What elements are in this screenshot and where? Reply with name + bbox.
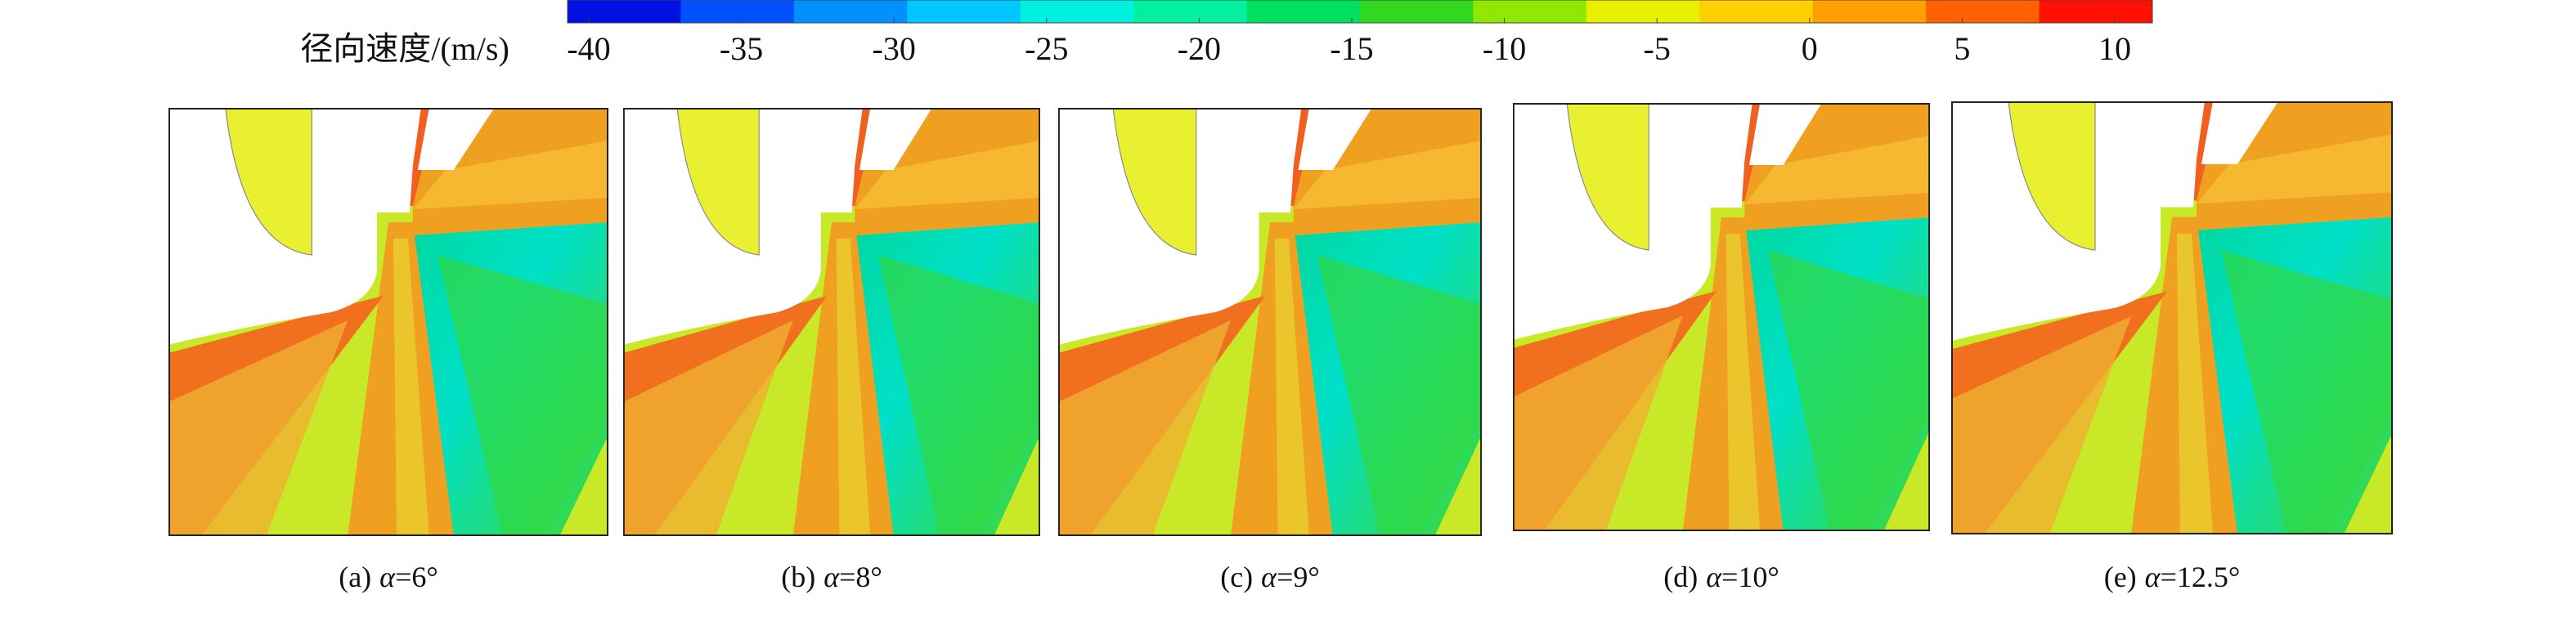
contour-plot bbox=[623, 108, 1040, 536]
colorbar-tick-label: 0 bbox=[1802, 30, 1818, 67]
caption-symbol: α bbox=[2145, 561, 2161, 593]
colorbar-tick-label: -25 bbox=[1025, 30, 1068, 67]
caption-angle: =8° bbox=[839, 561, 882, 593]
colorbar-band bbox=[793, 0, 908, 23]
colorbar-label: 径向速度/(m/s) bbox=[300, 30, 509, 67]
caption-symbol: α bbox=[1261, 561, 1277, 593]
contour-plot bbox=[168, 108, 608, 536]
contour-plot bbox=[1058, 108, 1482, 536]
caption-tag: (a) bbox=[339, 561, 371, 593]
colorbar-tick-label: 10 bbox=[2098, 30, 2131, 67]
caption-symbol: α bbox=[1706, 561, 1722, 593]
colorbar-tick-label: 5 bbox=[1954, 30, 1970, 67]
colorbar-band bbox=[1586, 0, 1700, 23]
panel-caption: (a) α=6° bbox=[339, 561, 438, 593]
colorbar-band bbox=[1812, 0, 1927, 23]
colorbar-tick-label: -20 bbox=[1178, 30, 1221, 67]
caption-angle: =9° bbox=[1277, 561, 1320, 593]
colorbar-band bbox=[680, 0, 795, 23]
colorbar-tick-label: -35 bbox=[720, 30, 763, 67]
caption-symbol: α bbox=[379, 561, 396, 593]
colorbar-band bbox=[1473, 0, 1587, 23]
panel-caption: (d) α=10° bbox=[1663, 561, 1779, 593]
colorbar-band bbox=[1360, 0, 1474, 23]
colorbar-tick-label: -30 bbox=[873, 30, 916, 67]
caption-angle: =10° bbox=[1721, 561, 1779, 593]
colorbar-tick-label: -5 bbox=[1644, 30, 1671, 67]
caption-tag: (d) bbox=[1663, 561, 1698, 593]
colorbar-band bbox=[1020, 0, 1134, 23]
contour-plot bbox=[1951, 101, 2393, 534]
colorbar-frame bbox=[567, 0, 2153, 24]
caption-angle: =6° bbox=[395, 561, 438, 593]
colorbar-band bbox=[2039, 0, 2153, 23]
contour-plot bbox=[1513, 103, 1930, 531]
colorbar-band bbox=[1133, 0, 1248, 23]
colorbar-band bbox=[568, 0, 681, 23]
caption-tag: (b) bbox=[781, 561, 815, 593]
colorbar: -40 -35 -30 -25 -20 -15 -10 -5 0 5 10 bbox=[567, 0, 2153, 67]
panel-caption: (c) α=9° bbox=[1220, 561, 1320, 593]
caption-tag: (e) bbox=[2104, 561, 2137, 593]
colorbar-tick-label: -15 bbox=[1330, 30, 1373, 67]
panel-caption: (b) α=8° bbox=[781, 561, 882, 593]
caption-tag: (c) bbox=[1220, 561, 1253, 593]
colorbar-band bbox=[1699, 0, 1814, 23]
panel-caption: (e) α=12.5° bbox=[2104, 561, 2241, 593]
colorbar-band bbox=[1926, 0, 2040, 23]
caption-angle: =12.5° bbox=[2161, 561, 2241, 593]
colorbar-band bbox=[1246, 0, 1361, 23]
colorbar-tick-label: -40 bbox=[567, 30, 610, 67]
colorbar-band bbox=[907, 0, 1021, 23]
panels: (a) α=6° (b) α=8° (c) α=9° (d) α=10° (e) α=12.5° bbox=[168, 101, 2393, 593]
colorbar-tick-label: -10 bbox=[1483, 30, 1526, 67]
caption-symbol: α bbox=[824, 561, 840, 593]
